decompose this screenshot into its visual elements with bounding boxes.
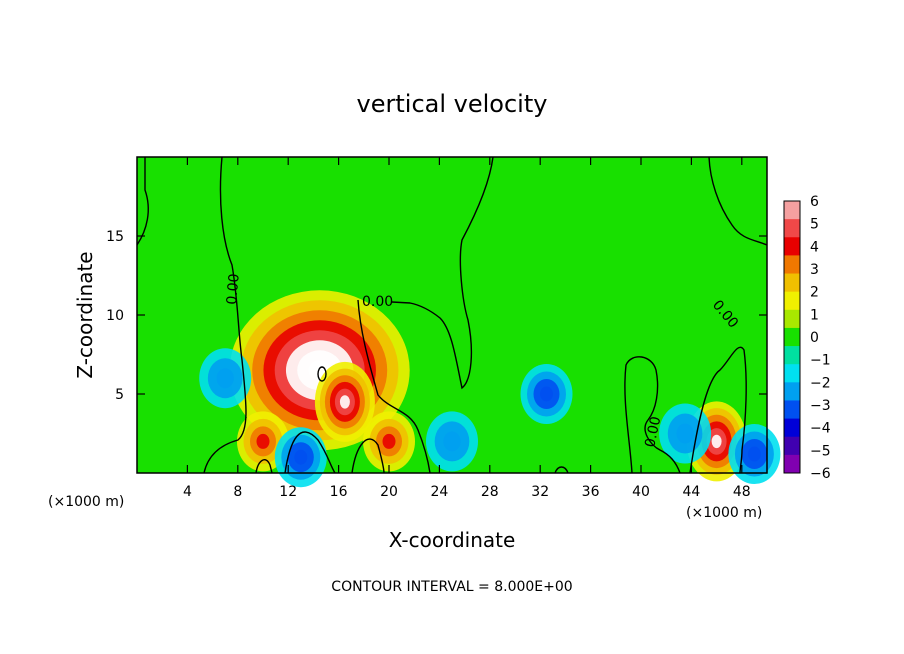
colorbar-swatch <box>784 382 800 401</box>
field-level <box>540 386 553 402</box>
field-feature <box>274 427 327 488</box>
colorbar-label: 6 <box>810 194 819 210</box>
colorbar-label: 3 <box>810 262 819 278</box>
colorbar-swatch <box>784 273 800 293</box>
x-tick-label: 40 <box>632 484 650 500</box>
colorbar-swatch <box>784 309 800 329</box>
zero-contour-line <box>708 156 768 246</box>
colorbar-label: 4 <box>810 239 819 255</box>
zero-contour-line <box>357 299 431 474</box>
colorbar-label: −5 <box>810 443 831 459</box>
contour-label: 0.00 <box>362 294 393 310</box>
max-contour-ring <box>317 366 327 382</box>
field-feature <box>426 411 478 472</box>
x-unit-label-left: (×1000 m) <box>48 494 124 510</box>
field-level <box>256 433 270 449</box>
zero-contour-line <box>203 156 247 474</box>
colorbar-swatch <box>784 418 800 438</box>
colorbar-label: 0 <box>810 330 819 346</box>
zero-contour-line <box>689 346 747 474</box>
contour-interval-note: CONTOUR INTERVAL = 8.000E+00 <box>331 579 572 595</box>
x-tick-label: 16 <box>330 484 348 500</box>
field-level <box>443 431 461 452</box>
field-feature <box>199 348 252 409</box>
colorbar-swatch <box>784 346 800 365</box>
x-axis: 4 8 12 16 20 24 28 32 36 40 44 48 <box>183 157 751 500</box>
zero-contour-line <box>351 438 385 474</box>
colorbar: 6 5 4 3 2 1 0 −1 −2 −3 −4 −5 −6 <box>783 194 831 482</box>
contour-label: 0.00 <box>224 273 243 305</box>
field-level <box>747 446 761 462</box>
x-unit-label-right: (×1000 m) <box>686 505 762 521</box>
field-level <box>339 395 350 409</box>
colorbar-swatch <box>784 237 800 256</box>
zero-contour-line <box>554 466 569 474</box>
y-axis-label: Z-coordinate <box>73 251 97 378</box>
zero-contour-line <box>136 157 149 246</box>
zero-contour-line <box>284 431 336 474</box>
field-feature <box>363 411 415 472</box>
field-feature <box>520 364 573 424</box>
field-feature <box>728 424 781 485</box>
colorbar-swatch <box>784 327 800 347</box>
x-tick-label: 36 <box>582 484 600 500</box>
x-tick-label: 8 <box>233 484 242 500</box>
plot-area: 0.00 0.00 0.00 0.00 <box>136 156 781 488</box>
contour-label: 0.00 <box>642 415 664 449</box>
x-tick-label: 24 <box>430 484 448 500</box>
field-level <box>676 423 694 444</box>
colorbar-label: 2 <box>810 285 819 301</box>
field-level <box>216 368 234 389</box>
colorbar-label: −4 <box>810 421 831 437</box>
colorbar-swatch <box>784 255 800 275</box>
chart-title: vertical velocity <box>357 90 548 118</box>
field-level <box>711 434 722 449</box>
field-level <box>294 449 308 465</box>
y-tick-label: 5 <box>115 387 124 403</box>
colorbar-swatch <box>784 436 800 456</box>
colorbar-swatch <box>784 219 800 238</box>
colorbar-label: 5 <box>810 217 819 233</box>
x-tick-label: 28 <box>481 484 499 500</box>
colorbar-label: 1 <box>810 307 819 323</box>
x-tick-label: 12 <box>279 484 297 500</box>
y-axis: 5 10 15 <box>106 229 767 403</box>
colorbar-label: −2 <box>810 375 831 391</box>
colorbar-swatch <box>784 291 800 311</box>
x-tick-label: 44 <box>682 484 700 500</box>
colorbar-swatch <box>784 400 800 420</box>
zero-contour-line <box>624 356 681 474</box>
colorbar-swatch <box>784 364 800 383</box>
field-feature <box>314 361 375 442</box>
x-axis-label: X-coordinate <box>389 528 516 552</box>
x-tick-label: 32 <box>531 484 549 500</box>
colorbar-swatch <box>784 454 800 474</box>
field-feature <box>659 403 712 464</box>
x-tick-label: 20 <box>380 484 398 500</box>
colorbar-label: −1 <box>810 353 831 369</box>
field-level <box>382 433 396 449</box>
y-tick-label: 10 <box>106 308 124 324</box>
colorbar-label: −6 <box>810 466 831 482</box>
colorbar-label: −3 <box>810 398 831 414</box>
colorbar-swatch <box>784 201 800 220</box>
x-tick-label: 4 <box>183 484 192 500</box>
y-tick-label: 15 <box>106 229 124 245</box>
zero-contour-line <box>255 459 273 474</box>
colorbar-frame <box>783 200 801 474</box>
zero-contour-line <box>391 156 494 390</box>
x-tick-label: 48 <box>733 484 751 500</box>
